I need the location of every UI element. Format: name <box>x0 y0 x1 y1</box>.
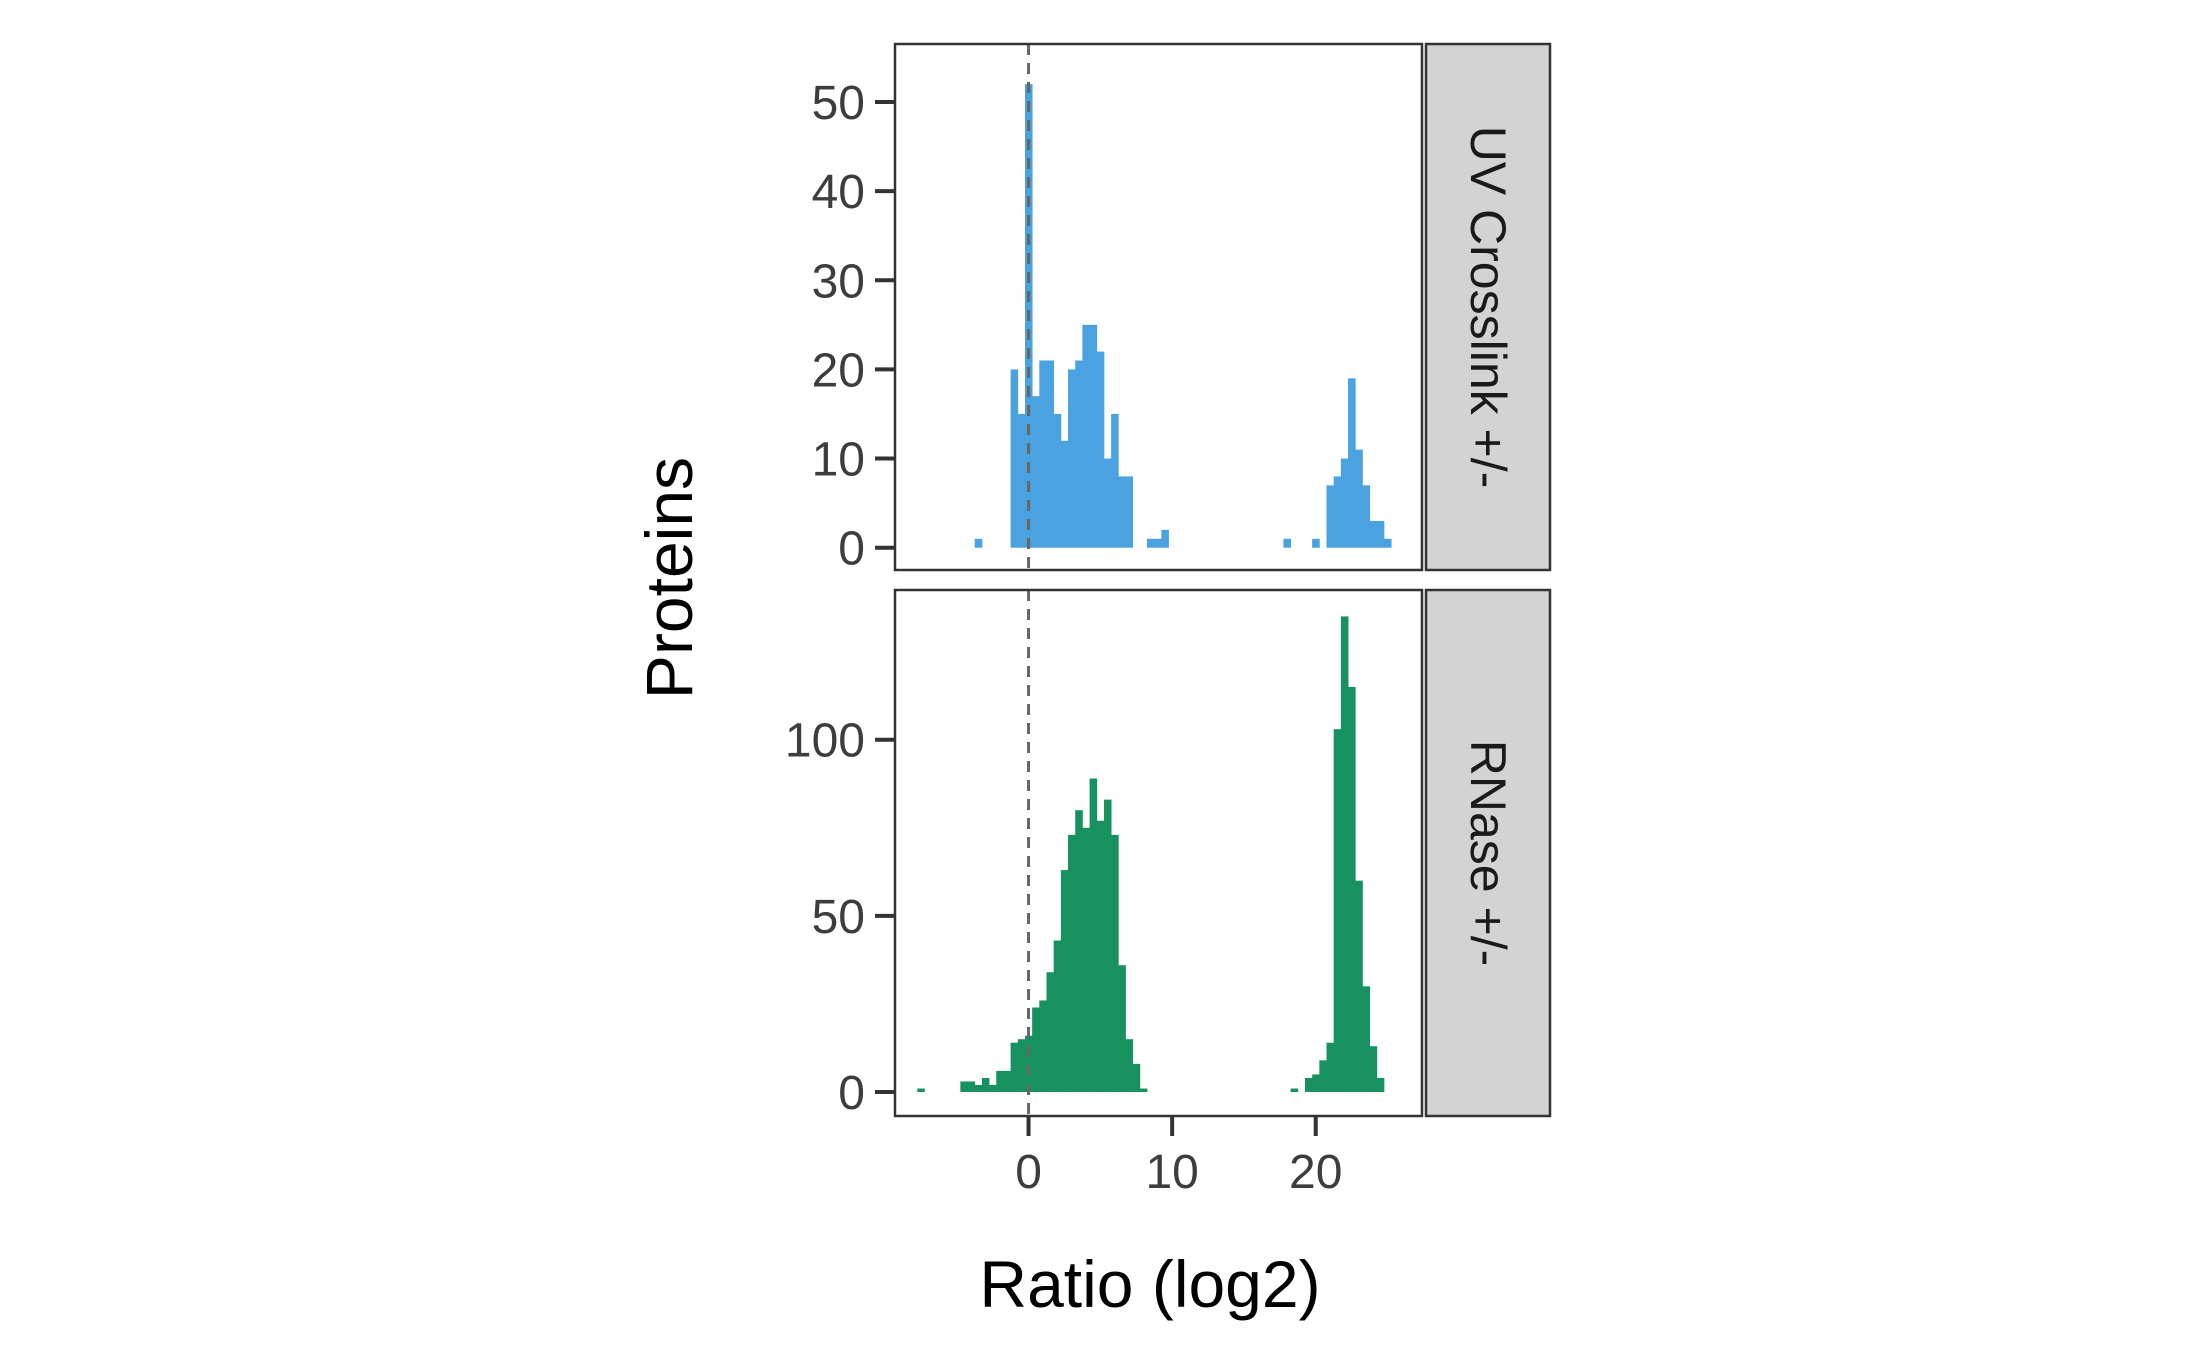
histogram-bar <box>1068 834 1076 1093</box>
histogram-bar <box>1312 1074 1320 1093</box>
histogram-bar <box>1039 360 1047 548</box>
histogram-bar <box>1053 940 1062 1093</box>
histogram-bar <box>1032 396 1040 548</box>
histogram-bar <box>1082 324 1090 548</box>
panel-border <box>893 588 1424 1118</box>
histogram-bar <box>1125 476 1134 548</box>
histogram-bar <box>1147 538 1155 548</box>
histogram-bar <box>1290 1088 1299 1093</box>
histogram-bar <box>1376 1077 1385 1093</box>
histogram-bar <box>1118 965 1126 1093</box>
y-axis-title: Proteins <box>632 457 706 699</box>
histogram-bar <box>1024 1035 1033 1093</box>
histogram-bar <box>1068 369 1076 548</box>
histogram-bar <box>1010 369 1019 548</box>
histogram-bar <box>1369 1046 1378 1093</box>
histogram-bar <box>1333 476 1342 548</box>
histogram-bar <box>1039 1000 1047 1093</box>
x-axis: 0 10 20 <box>1015 1116 1342 1199</box>
histogram-bar <box>1103 458 1112 548</box>
histogram-bar <box>1096 820 1105 1093</box>
histogram-bar <box>1355 880 1363 1093</box>
y-tick-label: 30 <box>812 255 865 308</box>
facet-strip <box>1424 42 1552 572</box>
histogram-bar <box>1118 476 1126 548</box>
y-tick-label: 50 <box>812 891 865 944</box>
histogram-bar <box>1376 520 1385 548</box>
y-tick-label: 0 <box>838 1067 865 1120</box>
y-tick-label: 100 <box>785 715 865 768</box>
histogram-bar <box>974 538 983 548</box>
histogram-bar <box>1111 413 1119 548</box>
histogram-bar <box>1283 538 1292 548</box>
histogram-bar <box>1304 1077 1313 1093</box>
y-tick-label: 50 <box>812 77 865 130</box>
histogram-bar <box>960 1081 968 1093</box>
histogram-bar <box>1383 538 1392 548</box>
y-tick-label: 0 <box>838 523 865 576</box>
histogram-bar <box>1053 413 1062 548</box>
histogram-bar <box>981 1077 990 1093</box>
histogram-bar <box>1312 538 1320 548</box>
x-axis-title: Ratio (log2) <box>979 1247 1320 1321</box>
histogram-bar <box>1075 810 1083 1093</box>
facet-panel-1: 0 10 20 30 40 50 UV Crosslink +/- <box>812 42 1552 576</box>
histogram-bar <box>1340 616 1349 1093</box>
histogram-bar <box>1348 686 1356 1093</box>
histogram-bar <box>1319 1060 1327 1093</box>
y-tick-label: 10 <box>812 434 865 487</box>
histogram-bar <box>1132 1063 1141 1093</box>
histogram-bar <box>1010 1042 1019 1093</box>
histogram-bar <box>1333 729 1342 1093</box>
histogram-bar <box>1089 324 1098 548</box>
histogram-bar <box>1060 870 1069 1093</box>
histogram-bar <box>1326 485 1335 548</box>
histogram-bar <box>1003 1070 1011 1093</box>
histogram-bar <box>1362 986 1370 1093</box>
histogram-bar <box>1096 351 1105 548</box>
histogram-bar <box>989 1085 997 1093</box>
histogram-bar <box>1060 440 1069 548</box>
histogram-bar <box>1326 1042 1335 1093</box>
x-tick-label: 0 <box>1015 1146 1042 1199</box>
histogram-bar <box>1046 360 1055 548</box>
histogram-bar <box>1139 1088 1148 1093</box>
panel-border <box>893 42 1424 572</box>
histogram-bar <box>1340 458 1349 548</box>
facet-panel-2: 0 50 100 RNase +/- <box>785 588 1552 1120</box>
histogram-bar <box>1017 1039 1026 1093</box>
histogram-bar <box>1082 827 1090 1093</box>
histogram-bar <box>1111 834 1119 1093</box>
histogram-bar <box>1355 449 1363 548</box>
facet-strip-label: RNase +/- <box>1460 740 1516 966</box>
histogram-bar <box>1017 413 1026 548</box>
y-tick-label: 20 <box>812 344 865 397</box>
histogram-bar <box>967 1081 976 1093</box>
facet-strip <box>1424 588 1552 1118</box>
histogram-bar <box>1348 378 1356 548</box>
histogram-bar <box>1046 972 1055 1093</box>
histogram-bar <box>1161 529 1169 548</box>
histogram-bar <box>1362 485 1370 548</box>
histogram-bar <box>1032 1007 1040 1093</box>
histogram-bar <box>996 1070 1004 1093</box>
facet-strip-label: UV Crosslink +/- <box>1460 126 1516 489</box>
facet-panels: 0 10 20 30 40 50 UV Crosslink +/- 0 50 100 RNase +… <box>785 42 1552 1120</box>
histogram-bar <box>1125 1039 1134 1093</box>
histogram-bar <box>1089 778 1098 1093</box>
histogram-bar <box>1154 538 1162 548</box>
histogram-bar <box>974 1085 983 1093</box>
x-tick-label: 20 <box>1289 1146 1342 1199</box>
histogram-bar <box>1103 799 1112 1093</box>
y-tick-label: 40 <box>812 166 865 219</box>
histogram-bar <box>1369 520 1378 548</box>
x-tick-label: 10 <box>1145 1146 1198 1199</box>
histogram-bar <box>917 1088 925 1093</box>
histogram-bar <box>1075 360 1083 548</box>
